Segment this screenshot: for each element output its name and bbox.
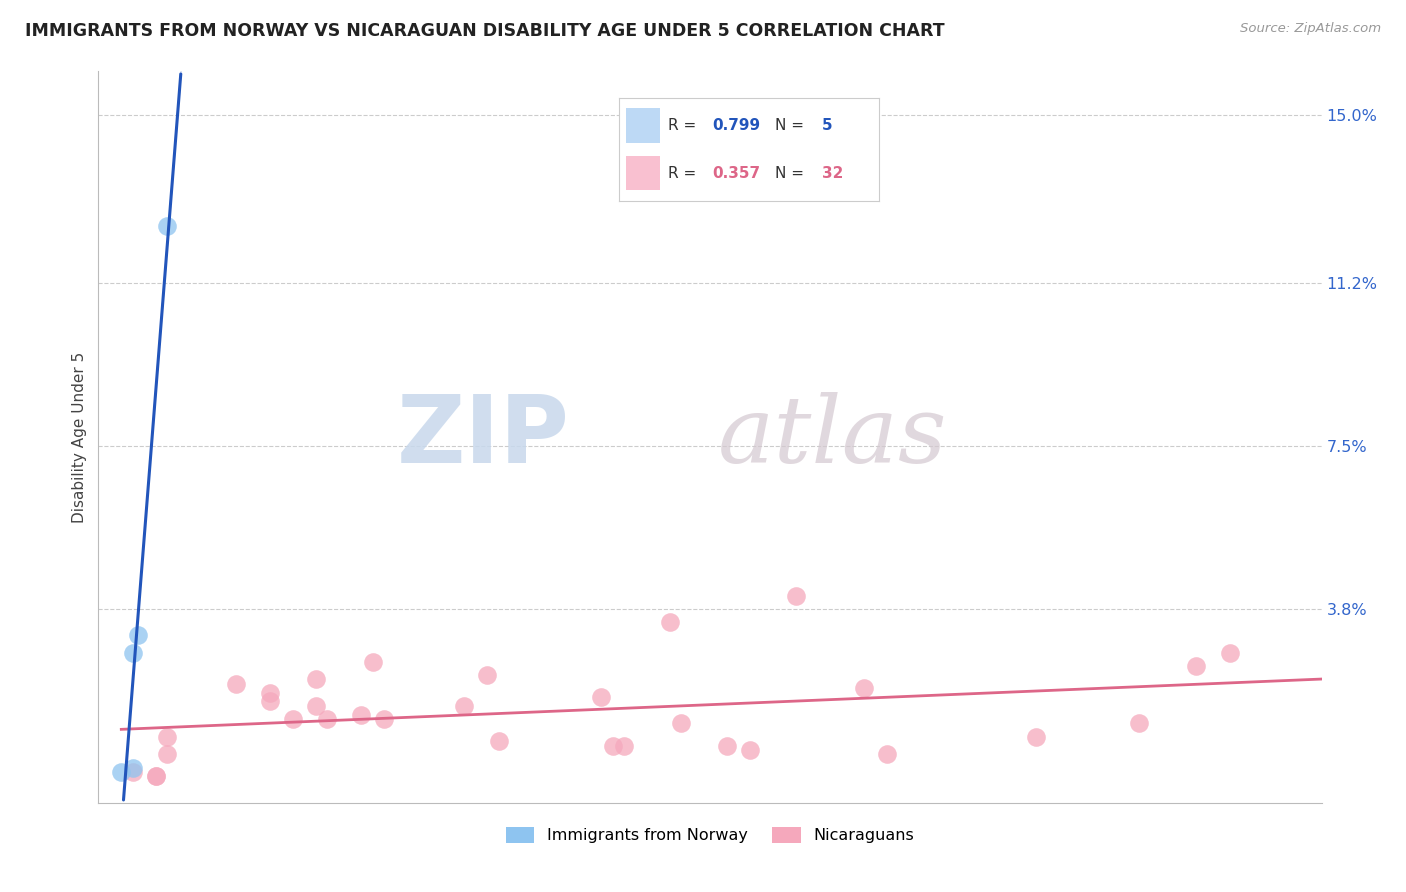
Point — [259, 686, 281, 700]
Point — [110, 764, 132, 779]
Point — [671, 716, 693, 731]
Point — [613, 739, 636, 753]
Point — [591, 690, 613, 704]
Text: atlas: atlas — [717, 392, 948, 482]
Point — [361, 655, 384, 669]
Point — [1185, 659, 1208, 673]
Point — [475, 668, 498, 682]
Y-axis label: Disability Age Under 5: Disability Age Under 5 — [72, 351, 87, 523]
Text: N =: N = — [775, 119, 808, 133]
Text: Source: ZipAtlas.com: Source: ZipAtlas.com — [1240, 22, 1381, 36]
Point — [145, 769, 167, 783]
Point — [127, 628, 149, 642]
Point — [488, 734, 510, 748]
Text: 0.357: 0.357 — [713, 166, 761, 180]
Text: R =: R = — [668, 119, 702, 133]
Text: N =: N = — [775, 166, 808, 180]
Point — [1025, 730, 1047, 744]
Point — [225, 677, 247, 691]
Point — [876, 747, 898, 762]
Point — [716, 739, 738, 753]
Point — [453, 698, 475, 713]
Point — [156, 747, 179, 762]
FancyBboxPatch shape — [627, 155, 661, 190]
FancyBboxPatch shape — [627, 108, 661, 144]
Point — [121, 764, 143, 779]
Point — [156, 219, 179, 233]
Point — [1219, 646, 1241, 660]
Point — [853, 681, 876, 696]
Point — [145, 769, 167, 783]
Point — [316, 712, 339, 726]
Text: R =: R = — [668, 166, 702, 180]
Point — [602, 739, 624, 753]
Point — [350, 707, 373, 722]
Text: 32: 32 — [821, 166, 844, 180]
Point — [304, 698, 326, 713]
Point — [373, 712, 395, 726]
Point — [121, 646, 143, 660]
Text: IMMIGRANTS FROM NORWAY VS NICARAGUAN DISABILITY AGE UNDER 5 CORRELATION CHART: IMMIGRANTS FROM NORWAY VS NICARAGUAN DIS… — [25, 22, 945, 40]
Point — [659, 615, 682, 629]
Text: 5: 5 — [821, 119, 832, 133]
Text: 0.799: 0.799 — [713, 119, 761, 133]
Point — [259, 694, 281, 708]
Point — [304, 673, 326, 687]
Point — [1128, 716, 1150, 731]
Legend: Immigrants from Norway, Nicaraguans: Immigrants from Norway, Nicaraguans — [499, 821, 921, 850]
Text: ZIP: ZIP — [396, 391, 569, 483]
Point — [738, 743, 761, 757]
Point — [281, 712, 304, 726]
Point — [156, 730, 179, 744]
Point — [785, 589, 807, 603]
Point — [121, 760, 143, 774]
